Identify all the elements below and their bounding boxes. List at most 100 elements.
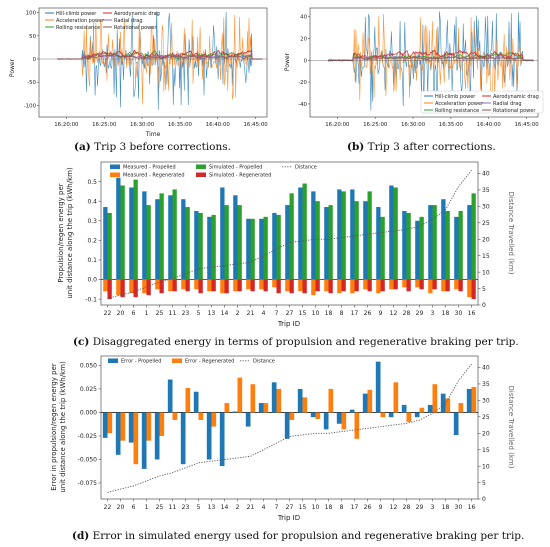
x-tick-label: 12 xyxy=(390,310,398,317)
bar-measured-propelled xyxy=(233,195,238,280)
y-tick-label: 40 xyxy=(300,15,307,21)
bar-measured-propelled xyxy=(441,199,446,280)
x-tick-label: 6 xyxy=(132,310,136,317)
y2-tick-label: 20 xyxy=(482,430,490,437)
bar-error-propelled xyxy=(128,412,134,443)
bar-simulated-regenerated xyxy=(458,279,463,292)
chart-c-ylabel-line1: Propulsion/regen energy per xyxy=(57,183,65,282)
chart-d-y2label: Distance Travelled (km) xyxy=(507,386,515,469)
chart-c-y2-ticks: 40 35 30 25 20 15 10 5 0 xyxy=(478,171,490,309)
y2-tick-label: 40 xyxy=(482,365,490,372)
power-trace-5 xyxy=(328,56,534,61)
power-trace-5 xyxy=(57,53,263,60)
y2-tick-label: 35 xyxy=(482,381,490,388)
chart-d-legend: Error - Propelled Error - Regenerated Dist… xyxy=(108,358,275,365)
bar-error-propelled xyxy=(440,393,446,413)
caption-c: (c) Disaggregated energy in terms of pro… xyxy=(73,336,519,348)
y2-tick-label: 20 xyxy=(482,236,490,243)
y-tick-label: -0.025 xyxy=(78,433,98,440)
chart-c-y2label: Distance Travelled (km) xyxy=(507,192,515,275)
bar-simulated-regenerated xyxy=(406,279,411,292)
x-tick-label: 15 xyxy=(299,504,307,511)
bar-measured-propelled xyxy=(259,218,264,280)
bar-measured-propelled xyxy=(376,207,381,280)
bar-measured-regenerated xyxy=(363,279,368,290)
bar-measured-regenerated xyxy=(376,279,381,294)
legend-label: Simulated - Regenerated xyxy=(209,173,271,179)
bar-error-propelled xyxy=(219,412,225,467)
x-tick-label: 5 xyxy=(197,504,201,511)
power-trace-1 xyxy=(327,13,534,107)
bar-error-regenerated xyxy=(146,412,152,441)
legend-swatch xyxy=(110,164,120,169)
x-tick-label: 18 xyxy=(325,504,333,511)
bar-simulated-propelled xyxy=(120,185,125,280)
x-tick-label: 3 xyxy=(431,504,435,511)
bar-measured-regenerated xyxy=(116,279,121,296)
bar-measured-propelled xyxy=(246,218,251,280)
bar-measured-propelled xyxy=(207,216,212,280)
bar-simulated-propelled xyxy=(172,189,177,280)
bar-simulated-regenerated xyxy=(146,279,151,296)
bar-measured-propelled xyxy=(402,210,407,280)
x-tick-label: 1 xyxy=(145,310,149,317)
bar-measured-propelled xyxy=(454,216,459,280)
bar-simulated-regenerated xyxy=(380,279,385,292)
y-tick-label: 0.5 xyxy=(87,179,97,186)
y-tick-label: -0.075 xyxy=(78,480,98,487)
bar-measured-propelled xyxy=(142,191,147,280)
x-tick-label: 14 xyxy=(221,504,229,511)
chart-d-y-ticks: 0.050 0.025 0.000 -0.025 -0.050 -0.075 xyxy=(78,363,101,487)
bar-error-regenerated xyxy=(159,412,165,436)
bar-simulated-propelled xyxy=(237,205,242,280)
bar-simulated-regenerated xyxy=(211,279,216,292)
caption-c-label: (c) xyxy=(73,336,90,348)
y-tick-label: 0.1 xyxy=(87,257,97,264)
y-tick-label: -20 xyxy=(298,80,307,86)
bar-simulated-propelled xyxy=(354,201,359,280)
bar-measured-regenerated xyxy=(350,279,355,294)
x-tick-label: 10 xyxy=(312,504,320,511)
x-tick-label: 26 xyxy=(364,310,372,317)
bar-error-propelled xyxy=(180,412,186,465)
x-tick-label: 20 xyxy=(117,310,125,317)
bar-measured-regenerated xyxy=(233,279,238,292)
x-tick-label: 29 xyxy=(416,310,424,317)
bar-measured-regenerated xyxy=(129,279,134,294)
x-tick-label: 11 xyxy=(169,310,177,317)
legend-label: Acceleration power xyxy=(435,101,484,107)
x-tick-label: 9 xyxy=(379,504,383,511)
bar-error-regenerated xyxy=(406,412,412,422)
x-tick-label: 13 xyxy=(208,310,216,317)
power-trace-0 xyxy=(328,11,534,113)
x-tick-label: 16 xyxy=(468,504,476,511)
bar-simulated-propelled xyxy=(107,212,112,280)
bar-simulated-propelled xyxy=(263,216,268,280)
x-tick-label: 16:30:00 xyxy=(401,122,426,128)
x-tick-label: 12 xyxy=(390,504,398,511)
bar-error-regenerated xyxy=(393,382,399,413)
bar-simulated-propelled xyxy=(432,205,437,280)
bar-simulated-regenerated xyxy=(393,279,398,290)
legend-swatch xyxy=(196,164,206,169)
bar-measured-regenerated xyxy=(428,279,433,294)
bar-simulated-propelled xyxy=(341,191,346,280)
bar-measured-propelled xyxy=(285,205,290,280)
y-tick-label: 100 xyxy=(26,11,37,17)
bar-simulated-regenerated xyxy=(107,279,112,300)
bar-simulated-propelled xyxy=(315,201,320,280)
y-tick-label: 0 xyxy=(304,58,308,64)
y-tick-label: -100 xyxy=(24,103,37,109)
chart-a-xlabel: Time xyxy=(145,131,161,138)
bar-error-propelled xyxy=(297,388,303,413)
bar-error-propelled xyxy=(232,411,238,413)
chart-c-legend: Measured - Propelled Measured - Regenerat… xyxy=(110,164,317,179)
bar-measured-propelled xyxy=(168,195,173,280)
bar-measured-propelled xyxy=(428,205,433,280)
x-tick-label: 7 xyxy=(275,504,279,511)
x-tick-label: 18 xyxy=(442,310,450,317)
bar-error-regenerated xyxy=(276,388,282,413)
